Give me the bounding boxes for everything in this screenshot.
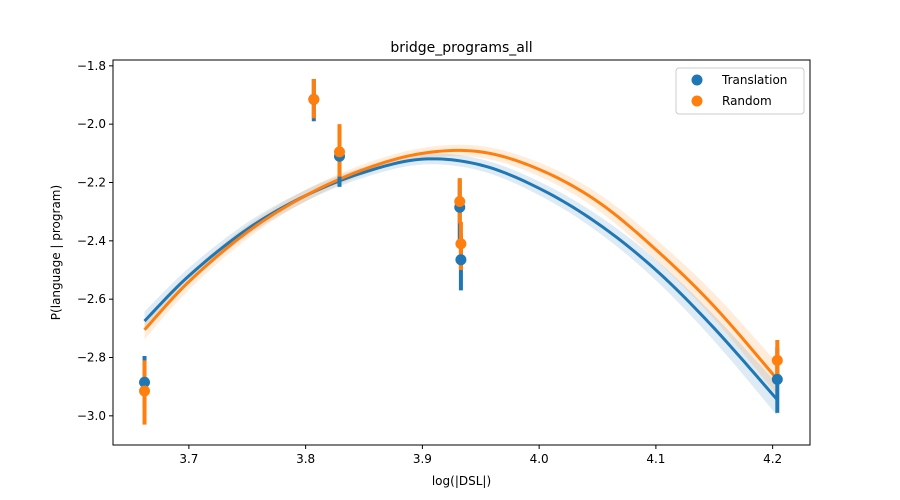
legend: Translation Random (675, 67, 805, 115)
x-tick-label: 4.0 (530, 452, 549, 466)
x-tick-label: 3.7 (179, 452, 198, 466)
y-tick-label: −2.8 (77, 351, 106, 365)
y-tick-label: −2.2 (77, 176, 106, 190)
data-point-translation (771, 373, 783, 385)
y-tick-label: −2.0 (77, 117, 106, 131)
y-axis-ticks: −3.0 −2.8 −2.6 −2.4 −2.2 −2.0 −1.8 (77, 59, 113, 423)
y-tick-label: −1.8 (77, 59, 106, 73)
data-points (139, 93, 783, 397)
y-axis-title: P(language | program) (49, 185, 63, 320)
legend-label-random: Random (722, 94, 772, 108)
y-tick-label: −3.0 (77, 409, 106, 423)
data-point-random (454, 195, 466, 207)
data-point-translation (139, 376, 151, 388)
fit-line-random (143, 148, 779, 381)
data-point-random (333, 146, 345, 158)
y-tick-label: −2.6 (77, 292, 106, 306)
legend-marker-random (691, 95, 703, 107)
x-tick-label: 3.9 (413, 452, 432, 466)
legend-box (675, 67, 805, 115)
data-point-translation (455, 254, 467, 266)
plot-frame (112, 59, 811, 446)
x-axis-ticks: 3.7 3.8 3.9 4.0 4.1 4.2 (179, 445, 782, 466)
x-tick-label: 3.8 (296, 452, 315, 466)
data-point-random (771, 354, 783, 366)
data-point-random (139, 385, 151, 397)
data-point-random (455, 238, 467, 250)
x-tick-label: 4.2 (763, 452, 782, 466)
y-tick-label: −2.4 (77, 234, 106, 248)
chart-title: bridge_programs_all (390, 40, 532, 56)
error-bars (142, 78, 780, 425)
fit-curves (143, 148, 779, 401)
legend-label-translation: Translation (721, 73, 787, 87)
x-tick-label: 4.1 (646, 452, 665, 466)
legend-marker-translation (691, 74, 703, 86)
fit-line-translation (143, 157, 779, 401)
data-point-random (308, 93, 320, 105)
x-axis-title: log(|DSL|) (432, 474, 491, 488)
